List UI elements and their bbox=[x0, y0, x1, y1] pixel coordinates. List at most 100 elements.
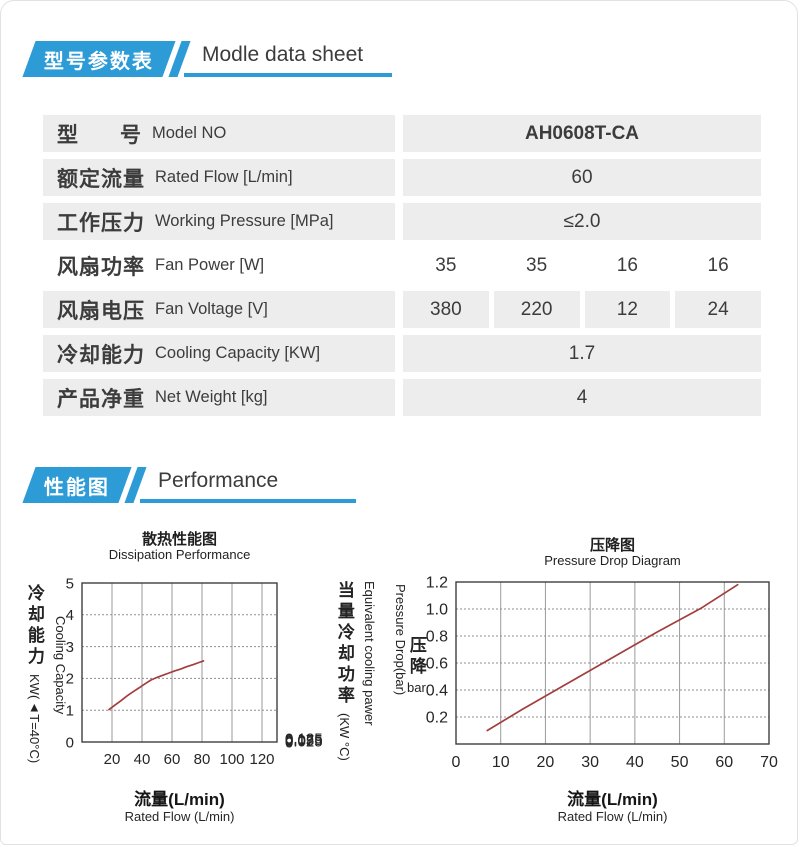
spec-value-cells: 1.7 bbox=[403, 335, 761, 372]
y-label-cn: 压降 bbox=[406, 636, 426, 678]
svg-text:20: 20 bbox=[104, 751, 121, 768]
svg-text:0.05: 0.05 bbox=[285, 733, 314, 750]
spec-label-en: Rated Flow [L/min] bbox=[155, 168, 293, 186]
spec-label-cn: 产品净重 bbox=[57, 387, 145, 411]
svg-text:80: 80 bbox=[194, 751, 211, 768]
spec-value-cell: 380 bbox=[403, 291, 489, 328]
y-axis-label-left-en: Cooling Capacity bbox=[51, 616, 68, 714]
table-row: 工作压力 Working Pressure [MPa] ≤2.0 bbox=[43, 203, 761, 240]
spec-label-en: Cooling Capacity [KW] bbox=[155, 344, 321, 362]
chart-title-cn: 散热性能图 bbox=[141, 531, 217, 548]
svg-text:20: 20 bbox=[537, 754, 555, 771]
y-label-en: Equivalent cooling pawer bbox=[361, 581, 377, 726]
badge-parallelogram: 型号参数表 bbox=[22, 41, 176, 77]
spec-label-en: Net Weight [kg] bbox=[155, 388, 268, 406]
spec-value-cell: 220 bbox=[493, 291, 580, 328]
svg-text:60: 60 bbox=[164, 751, 181, 768]
badge-label-cn: 型号参数表 bbox=[44, 50, 154, 73]
spec-value-cells: 380 220 12 24 bbox=[403, 291, 761, 328]
spec-value-cell: AH0608T-CA bbox=[403, 115, 761, 152]
section-badge: 性能图 bbox=[22, 467, 147, 503]
svg-text:0.075: 0.075 bbox=[285, 732, 323, 749]
spec-value-cell: 1.7 bbox=[403, 335, 761, 372]
svg-text:100: 100 bbox=[219, 751, 244, 768]
section-title-en: Performance bbox=[140, 469, 356, 503]
svg-text:30: 30 bbox=[581, 754, 599, 771]
spec-value-cell: 16 bbox=[584, 247, 671, 284]
y-label-unit: KW(▲T=40°C) bbox=[26, 674, 42, 764]
svg-text:0.2: 0.2 bbox=[426, 710, 448, 727]
y-label-cn: 当量冷却功率 bbox=[334, 581, 354, 707]
spec-label-cn: 工作压力 bbox=[57, 211, 145, 235]
spec-label-cell: 产品净重 Net Weight [kg] bbox=[43, 379, 395, 416]
table-row: 风扇电压 Fan Voltage [V] 380 220 12 24 bbox=[43, 291, 761, 328]
svg-text:40: 40 bbox=[626, 754, 644, 771]
spec-value-cell: 12 bbox=[584, 291, 671, 328]
chart-title-cn: 压降图 bbox=[589, 537, 635, 554]
svg-text:5: 5 bbox=[66, 575, 74, 592]
y-label-unit: bar bbox=[407, 680, 426, 695]
svg-text:0: 0 bbox=[452, 754, 461, 771]
y-label-en: Cooling Capacity bbox=[52, 616, 68, 715]
svg-text:0.1: 0.1 bbox=[285, 731, 306, 748]
spec-value-cells: ≤2.0 bbox=[403, 203, 761, 240]
x-axis-label-cn: 流量(L/min) bbox=[134, 790, 225, 809]
spec-label-cell: 型 号 Model NO bbox=[43, 115, 395, 152]
y-label-unit: (KW °C) bbox=[336, 713, 352, 761]
y-label-en: Pressure Drop(bar) bbox=[392, 584, 408, 696]
svg-text:3: 3 bbox=[66, 639, 74, 656]
spec-label-cell: 额定流量 Rated Flow [L/min] bbox=[43, 159, 395, 196]
chart-title-en: Pressure Drop Diagram bbox=[544, 553, 681, 568]
table-row: 型 号 Model NO AH0608T-CA bbox=[43, 115, 761, 152]
y-axis-label-en: Pressure Drop(bar) bbox=[391, 584, 408, 695]
spec-value-cell: 35 bbox=[403, 247, 489, 284]
spec-label-cn: 风扇电压 bbox=[57, 299, 145, 323]
pressure-drop-chart: 0 10 20 30 40 50 60 70 0.2 0.4 0.6 0.8 1.0 1.2 压降图 Pr… bbox=[389, 524, 793, 839]
section-title-en: Modle data sheet bbox=[184, 43, 392, 77]
svg-text:120: 120 bbox=[249, 751, 274, 768]
spec-label-cn: 型 号 bbox=[57, 123, 143, 147]
spec-table: 型 号 Model NO AH0608T-CA 额定流量 Rated Flow [L/m… bbox=[43, 115, 761, 423]
y-axis-label-cn: 压降 bar bbox=[407, 636, 426, 695]
svg-text:60: 60 bbox=[715, 754, 733, 771]
y-label-cn: 冷却能力 bbox=[24, 584, 44, 668]
svg-text:4: 4 bbox=[66, 607, 74, 624]
svg-text:0.8: 0.8 bbox=[426, 629, 448, 646]
spec-value-cell: ≤2.0 bbox=[403, 203, 761, 240]
spec-label-en: Fan Voltage [V] bbox=[155, 300, 268, 318]
svg-text:70: 70 bbox=[760, 754, 778, 771]
spec-label-cell: 风扇电压 Fan Voltage [V] bbox=[43, 291, 395, 328]
spec-value-cells: 4 bbox=[403, 379, 761, 416]
svg-text:0.6: 0.6 bbox=[426, 656, 448, 673]
pressure-chart-canvas: 0 10 20 30 40 50 60 70 0.2 0.4 0.6 0.8 1.0 1.2 bbox=[426, 575, 778, 771]
spec-value-cell: 24 bbox=[675, 291, 761, 328]
spec-label-cell: 风扇功率 Fan Power [W] bbox=[43, 247, 395, 284]
svg-text:50: 50 bbox=[671, 754, 689, 771]
spec-value-cells: 60 bbox=[403, 159, 761, 196]
svg-text:1: 1 bbox=[66, 702, 74, 719]
spec-label-en: Fan Power [W] bbox=[155, 256, 265, 274]
badge-label-cn: 性能图 bbox=[44, 476, 110, 499]
spec-value-cells: AH0608T-CA bbox=[403, 115, 761, 152]
spec-label-cell: 冷却能力 Cooling Capacity [KW] bbox=[43, 335, 395, 372]
svg-text:0: 0 bbox=[66, 734, 74, 751]
svg-text:0.125: 0.125 bbox=[285, 730, 323, 747]
spec-label-cn: 冷却能力 bbox=[57, 343, 145, 367]
y-axis-label-left: 冷却能力 KW(▲T=40°C) bbox=[24, 584, 44, 764]
svg-text:0.025: 0.025 bbox=[285, 733, 323, 750]
spec-label-cn: 风扇功率 bbox=[57, 255, 145, 279]
spec-label-en: Model NO bbox=[152, 124, 227, 142]
spec-value-cell: 4 bbox=[403, 379, 761, 416]
svg-text:2: 2 bbox=[66, 671, 74, 688]
table-row: 风扇功率 Fan Power [W] 35 35 16 16 bbox=[43, 247, 761, 284]
performance-header: 性能图 Performance bbox=[21, 467, 356, 503]
table-row: 产品净重 Net Weight [kg] 4 bbox=[43, 379, 761, 416]
section-badge: 型号参数表 bbox=[22, 41, 191, 77]
svg-text:0.4: 0.4 bbox=[426, 683, 448, 700]
spec-value-cell: 35 bbox=[493, 247, 580, 284]
x-axis-label-en: Rated Flow (L/min) bbox=[124, 809, 235, 824]
svg-text:40: 40 bbox=[134, 751, 151, 768]
y-axis-label-right-en: Equivalent cooling pawer bbox=[360, 581, 377, 726]
svg-text:0: 0 bbox=[285, 734, 293, 751]
